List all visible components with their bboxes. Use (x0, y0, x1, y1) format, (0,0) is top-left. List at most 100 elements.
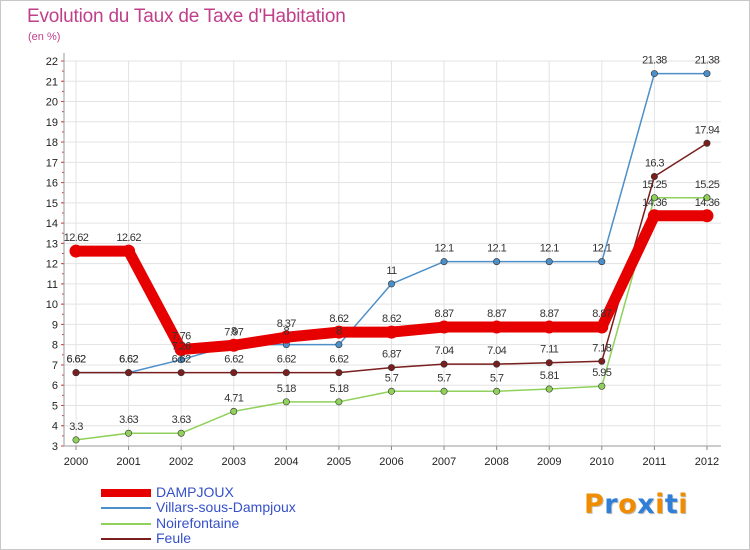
logo-letter: P (584, 489, 605, 520)
logo-letter: t (664, 489, 679, 520)
data-label-dampjoux: 8.87 (435, 308, 454, 320)
data-point-noirefontaine (230, 407, 238, 415)
data-label-villars-sous-dampjoux: 8 (336, 326, 342, 338)
data-point-feule (545, 359, 553, 367)
data-label-villars-sous-dampjoux: 6.62 (66, 354, 85, 366)
data-point-dampjoux (437, 320, 451, 334)
data-label-feule: 6.62 (329, 354, 348, 366)
data-point-noirefontaine (598, 382, 606, 390)
legend-item-dampjoux[interactable]: DAMPJOUX (101, 485, 234, 500)
y-tick-label: 22 (46, 56, 58, 68)
data-label-villars-sous-dampjoux: 8 (284, 326, 290, 338)
logo-letter: r (604, 489, 619, 520)
data-point-feule (177, 369, 185, 377)
x-tick-label: 2005 (327, 456, 351, 468)
y-tick-label: 7 (52, 360, 58, 372)
data-label-feule: 7.11 (540, 344, 559, 356)
logo-letter: o (618, 489, 638, 520)
x-tick-label: 2009 (537, 456, 561, 468)
data-point-dampjoux (490, 320, 504, 334)
y-tick-label: 5 (52, 400, 58, 412)
logo-letter: x (637, 489, 656, 520)
data-point-villars-sous-dampjoux (440, 258, 448, 266)
data-point-noirefontaine (177, 429, 185, 437)
data-point-villars-sous-dampjoux (335, 341, 343, 349)
data-label-noirefontaine: 5.7 (490, 372, 504, 384)
data-label-villars-sous-dampjoux: 21.38 (642, 55, 667, 67)
data-label-noirefontaine: 3.3 (69, 421, 83, 433)
data-point-dampjoux (332, 325, 346, 339)
x-tick-label: 2006 (379, 456, 403, 468)
data-label-feule: 17.94 (695, 124, 720, 136)
data-label-feule: 7.04 (435, 345, 454, 357)
data-label-noirefontaine: 15.25 (695, 179, 720, 191)
x-tick-label: 2011 (643, 456, 667, 468)
data-point-feule (650, 173, 658, 181)
plot-area (64, 61, 721, 446)
x-tick-label: 2012 (695, 456, 719, 468)
logo-letter: i (678, 489, 689, 520)
data-point-dampjoux (384, 325, 398, 339)
data-point-dampjoux (122, 244, 136, 258)
data-point-feule (703, 139, 711, 147)
data-point-noirefontaine (335, 398, 343, 406)
proxiti-logo: Proxiti (584, 489, 688, 520)
data-label-dampjoux: 8.37 (277, 318, 296, 330)
legend-item-feule[interactable]: Feule (101, 531, 191, 546)
data-label-dampjoux: 8.87 (592, 308, 611, 320)
data-point-feule (440, 360, 448, 368)
x-tick-label: 2010 (590, 456, 614, 468)
data-label-noirefontaine: 5.18 (277, 383, 296, 395)
data-point-feule (335, 369, 343, 377)
x-tick-label: 2008 (484, 456, 508, 468)
chart-title: Evolution du Taux de Taxe d'Habitation (27, 6, 346, 27)
y-tick-label: 20 (46, 97, 58, 109)
data-label-noirefontaine: 5.81 (540, 370, 559, 382)
legend-item-noirefontaine[interactable]: Noirefontaine (101, 516, 239, 531)
y-tick-label: 9 (52, 319, 58, 331)
data-point-dampjoux (542, 320, 556, 334)
data-label-feule: 6.87 (382, 349, 401, 361)
data-label-dampjoux: 12.62 (116, 232, 141, 244)
data-label-feule: 6.62 (277, 354, 296, 366)
data-label-noirefontaine: 5.95 (592, 367, 611, 379)
data-label-noirefontaine: 5.18 (329, 383, 348, 395)
data-label-dampjoux: 8.62 (329, 313, 348, 325)
data-label-villars-sous-dampjoux: 12.1 (435, 243, 454, 255)
data-point-feule (72, 369, 80, 377)
data-label-noirefontaine: 3.63 (119, 414, 138, 426)
data-label-dampjoux: 7.76 (172, 331, 191, 343)
data-point-villars-sous-dampjoux (598, 258, 606, 266)
data-label-dampjoux: 14.36 (695, 197, 720, 209)
x-tick-label: 2003 (221, 456, 245, 468)
data-label-feule: 6.62 (224, 354, 243, 366)
data-label-noirefontaine: 5.7 (385, 372, 399, 384)
y-tick-label: 21 (46, 76, 58, 88)
data-label-villars-sous-dampjoux: 6.62 (119, 354, 138, 366)
legend-label-dampjoux: DAMPJOUX (156, 484, 234, 500)
data-point-noirefontaine (72, 436, 80, 444)
y-tick-label: 8 (52, 340, 58, 352)
data-point-villars-sous-dampjoux (545, 258, 553, 266)
data-point-feule (387, 364, 395, 372)
data-point-noirefontaine (282, 398, 290, 406)
data-point-dampjoux (174, 343, 188, 357)
data-point-dampjoux (647, 209, 661, 223)
legend-item-villars-sous-dampjoux[interactable]: Villars-sous-Dampjoux (101, 500, 296, 515)
legend-swatch-dampjoux (101, 488, 151, 497)
data-point-feule (230, 369, 238, 377)
data-point-dampjoux (69, 244, 83, 258)
data-point-villars-sous-dampjoux (177, 356, 185, 364)
data-label-feule: 7.04 (487, 345, 506, 357)
data-point-villars-sous-dampjoux (650, 70, 658, 78)
data-label-dampjoux: 8.62 (382, 313, 401, 325)
data-label-dampjoux: 8.87 (540, 308, 559, 320)
data-label-villars-sous-dampjoux: 11 (386, 265, 397, 277)
data-label-villars-sous-dampjoux: 21.38 (695, 55, 720, 67)
data-label-noirefontaine: 5.7 (437, 372, 451, 384)
data-point-villars-sous-dampjoux (387, 280, 395, 288)
data-label-villars-sous-dampjoux: 12.1 (487, 243, 506, 255)
data-label-feule: 6.62 (172, 354, 191, 366)
data-point-feule (125, 369, 133, 377)
